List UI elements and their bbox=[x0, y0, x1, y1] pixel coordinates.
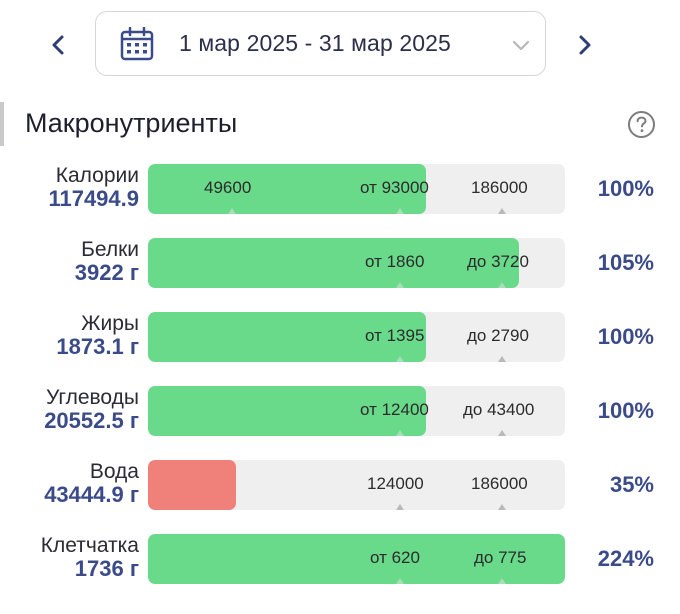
nutrient-name: Вода bbox=[89, 460, 139, 483]
progress-fill bbox=[148, 164, 426, 214]
target-label: до 775 bbox=[474, 548, 527, 567]
date-range-label: 1 мар 2025 - 31 мар 2025 bbox=[179, 30, 451, 56]
nutrient-name: Калории bbox=[55, 164, 139, 187]
chevron-left-icon bbox=[52, 35, 64, 55]
target-tick bbox=[396, 208, 404, 214]
target-label: 49600 bbox=[204, 178, 252, 197]
target-tick bbox=[396, 430, 404, 436]
target-tick bbox=[498, 430, 506, 436]
progress-track: от 1860 до 3720 bbox=[148, 238, 565, 288]
nutrient-row: Вода 43444.9 г 124000 186000 35% bbox=[0, 460, 680, 512]
prev-period-button[interactable] bbox=[43, 28, 73, 62]
chevron-right-icon bbox=[579, 35, 591, 55]
target-tick bbox=[498, 208, 506, 214]
target-tick bbox=[498, 578, 506, 584]
nutrient-amount: 43444.9 г bbox=[44, 482, 139, 507]
date-range-picker[interactable]: 1 мар 2025 - 31 мар 2025 bbox=[95, 11, 546, 76]
nutrient-name: Жиры bbox=[81, 312, 139, 335]
target-tick bbox=[228, 208, 236, 214]
target-tick bbox=[396, 504, 404, 510]
progress-track: 124000 186000 bbox=[148, 460, 565, 510]
percent-value: 105% bbox=[597, 250, 654, 275]
target-label: от 93000 bbox=[360, 178, 429, 197]
progress-track: от 1395 до 2790 bbox=[148, 312, 565, 362]
target-label: до 43400 bbox=[463, 400, 535, 419]
target-label: от 1395 bbox=[365, 326, 425, 345]
target-label: 186000 bbox=[471, 178, 528, 197]
progress-fill bbox=[148, 238, 519, 288]
nutrient-row: Углеводы 20552.5 г от 12400 до 43400 100% bbox=[0, 386, 680, 438]
calendar-icon bbox=[120, 27, 154, 61]
target-label: от 1860 bbox=[365, 252, 425, 271]
nutrient-amount: 117494.9 bbox=[48, 186, 139, 211]
percent-value: 100% bbox=[597, 324, 654, 349]
nutrient-amount: 20552.5 г bbox=[44, 408, 139, 433]
nutrient-name: Белки bbox=[81, 238, 139, 261]
target-label: от 12400 bbox=[360, 400, 429, 419]
percent-value: 100% bbox=[597, 176, 654, 201]
progress-fill bbox=[148, 312, 426, 362]
target-tick bbox=[396, 578, 404, 584]
target-label: до 2790 bbox=[467, 326, 529, 345]
progress-track: 49600 от 93000 186000 bbox=[148, 164, 565, 214]
nutrient-row: Жиры 1873.1 г от 1395 до 2790 100% bbox=[0, 312, 680, 364]
progress-track: от 12400 до 43400 bbox=[148, 386, 565, 436]
progress-fill bbox=[148, 460, 236, 510]
chevron-down-icon bbox=[512, 40, 530, 51]
target-tick bbox=[396, 282, 404, 288]
progress-fill bbox=[148, 534, 565, 584]
nutrient-amount: 1873.1 г bbox=[56, 334, 139, 359]
next-period-button[interactable] bbox=[570, 28, 600, 62]
section-title: Макронутриенты bbox=[25, 108, 238, 138]
nutrient-name: Клетчатка bbox=[40, 534, 139, 557]
percent-value: 224% bbox=[597, 546, 654, 571]
target-tick bbox=[498, 504, 506, 510]
target-label: от 620 bbox=[370, 548, 420, 567]
target-label: 124000 bbox=[367, 474, 424, 493]
nutrient-row: Белки 3922 г от 1860 до 3720 105% bbox=[0, 238, 680, 290]
target-tick bbox=[498, 282, 506, 288]
nutrient-name: Углеводы bbox=[45, 386, 139, 409]
target-tick bbox=[396, 356, 404, 362]
target-label: до 3720 bbox=[467, 252, 529, 271]
question-circle-icon[interactable] bbox=[627, 110, 656, 139]
progress-track: от 620 до 775 bbox=[148, 534, 565, 584]
nutrient-amount: 3922 г bbox=[74, 260, 139, 285]
target-label: 186000 bbox=[471, 474, 528, 493]
section-edge-divider bbox=[0, 102, 4, 146]
progress-fill bbox=[148, 386, 426, 436]
nutrient-row: Клетчатка 1736 г от 620 до 775 224% bbox=[0, 534, 680, 586]
percent-value: 35% bbox=[609, 472, 654, 497]
nutrient-amount: 1736 г bbox=[74, 556, 139, 581]
target-tick bbox=[498, 356, 506, 362]
percent-value: 100% bbox=[597, 398, 654, 423]
nutrient-row: Калории 117494.9 49600 от 93000 186000 100% bbox=[0, 164, 680, 216]
